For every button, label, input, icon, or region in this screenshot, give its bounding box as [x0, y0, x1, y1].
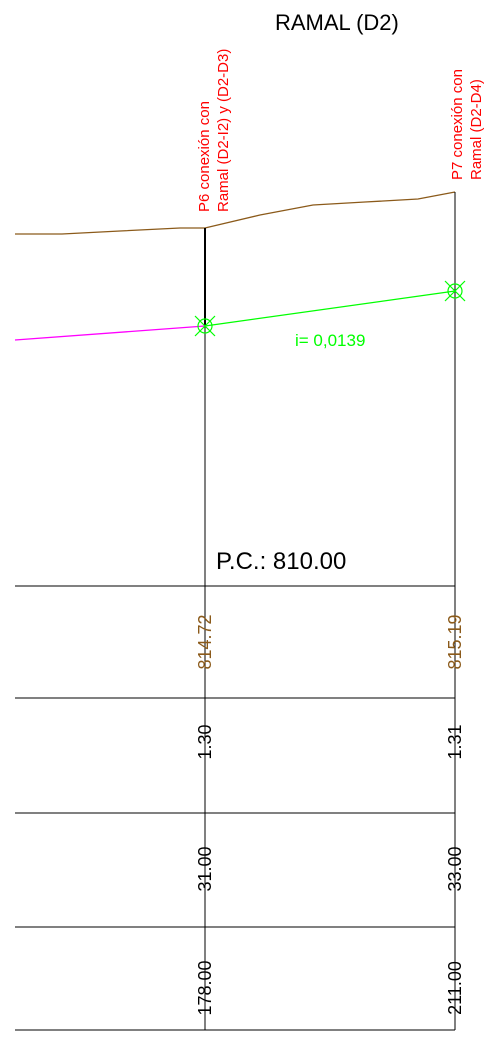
band-value: 1.30	[195, 724, 215, 759]
band-value: 815.19	[445, 614, 465, 669]
terrain-line	[15, 191, 456, 235]
band-value: 814.72	[195, 614, 215, 669]
band-value: 31.00	[195, 846, 215, 891]
well-label-p7-line2: Ramal (D2-D4)	[468, 79, 485, 180]
band-depth: 1.30 1.31	[195, 724, 465, 759]
reference-plane-label: P.C.: 810.00	[216, 548, 346, 575]
slope-label: i= 0,0139	[295, 331, 365, 350]
well-label-p7-line1: P7 conexión con	[449, 69, 466, 180]
band-value: 1.31	[445, 724, 465, 759]
well-marker-p6	[194, 315, 216, 337]
band-partial-distance: 31.00 33.00	[195, 846, 465, 891]
well-label-p6: P6 conexión con Ramal (D2-I2) y (D2-D3)	[196, 49, 232, 212]
well-label-p6-line1: P6 conexión con	[196, 101, 213, 212]
band-cumulative-distance: 178.00 211.00	[195, 960, 465, 1015]
well-label-p7: P7 conexión con Ramal (D2-D4)	[449, 69, 485, 180]
pipe-line-left	[14, 325, 206, 341]
band-value: 211.00	[445, 961, 465, 1015]
band-value: 33.00	[445, 846, 465, 891]
band-value: 178.00	[195, 960, 215, 1015]
band-separators	[15, 585, 455, 1031]
well-label-p6-line2: Ramal (D2-I2) y (D2-D3)	[215, 49, 232, 212]
pipe-line-right	[204, 290, 456, 327]
well-marker-p7	[444, 280, 466, 302]
profile-title: RAMAL (D2)	[275, 10, 399, 35]
band-elevation: 814.72 815.19	[195, 614, 465, 669]
